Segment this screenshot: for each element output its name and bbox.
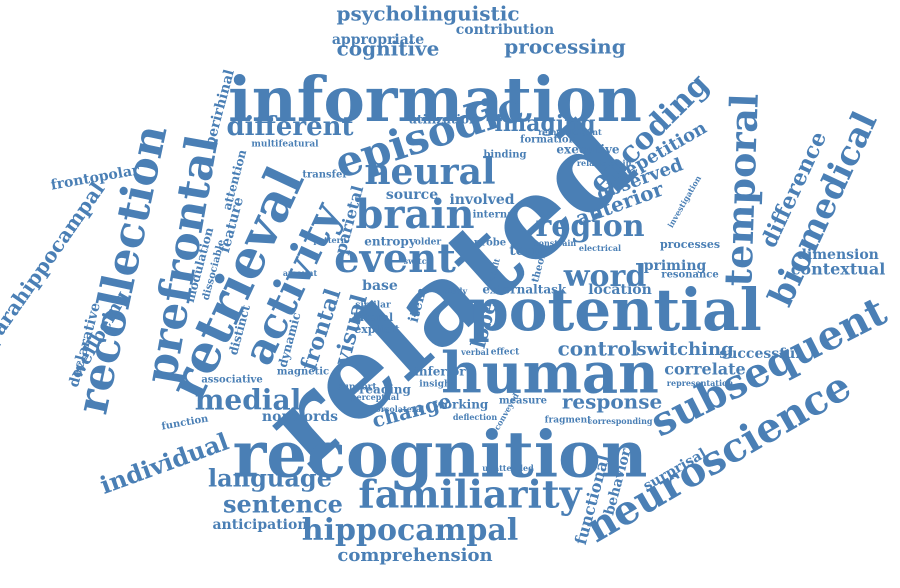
cloud-word-medial: medial	[195, 384, 301, 417]
cloud-word-different: different	[226, 112, 353, 142]
cloud-word-verbal: verbal	[460, 347, 489, 357]
cloud-word-correlate: correlate	[664, 360, 745, 379]
cloud-word-older: older	[415, 238, 441, 248]
cloud-word-hippocampal: hippocampal	[302, 513, 518, 548]
cloud-word-psycholinguistic: psycholinguistic	[336, 2, 519, 26]
cloud-word-magnetic: magnetic	[277, 367, 329, 378]
cloud-word-recognition: recognition	[233, 418, 648, 493]
cloud-word-effect: effect	[491, 348, 520, 358]
cloud-word-internal: internal	[473, 210, 518, 221]
cloud-word-function: function	[161, 413, 210, 432]
cloud-word-perceptual: perceptual	[351, 392, 399, 402]
cloud-word-contribution: contribution	[456, 22, 554, 38]
cloud-word-imaging: imaging	[494, 111, 595, 137]
cloud-word-word: word	[563, 259, 647, 294]
cloud-word-utilization: utilization	[408, 113, 478, 127]
cloud-word-temporal: temporal	[715, 93, 767, 287]
cloud-word-switching: switching	[636, 339, 734, 360]
cloud-word-explicit: explicit	[354, 323, 400, 336]
cloud-word-location: location	[588, 282, 652, 298]
cloud-word-lateral: lateral	[353, 311, 394, 324]
cloud-word-successful: successful	[719, 346, 800, 362]
cloud-word-task: task	[538, 283, 567, 297]
cloud-word-potential: potential	[468, 276, 762, 344]
cloud-word-brain: brain	[355, 191, 474, 238]
cloud-word-constrain: constrain	[534, 238, 577, 248]
cloud-word-transfer: transfer	[302, 170, 348, 181]
cloud-word-involved: involved	[449, 192, 514, 208]
cloud-word-unattended: unattended	[482, 463, 534, 473]
cloud-word-executive: executive	[556, 143, 620, 157]
cloud-word-entropy: entropy	[364, 235, 417, 249]
cloud-word-deflection: deflection	[453, 412, 498, 422]
cloud-word-reinstatement: reinstatement	[538, 127, 602, 137]
cloud-word-insight: insight	[419, 380, 455, 390]
cloud-word-formation: formation	[520, 135, 576, 146]
cloud-word-corresponding: corresponding	[587, 416, 652, 426]
cloud-word-anticipation: anticipation	[212, 517, 307, 533]
cloud-word-pattern: pattern	[313, 235, 346, 245]
cloud-word-contextual: contextual	[791, 260, 886, 279]
cloud-word-relationship: relationship	[577, 158, 632, 168]
cloud-word-probe: probe	[474, 238, 506, 249]
cloud-word-switch: switch	[404, 256, 433, 266]
cloud-word-term: term	[509, 243, 547, 259]
cloud-word-human: human	[441, 341, 659, 407]
cloud-word-resonance: resonance	[661, 270, 718, 281]
cloud-word-multifeatural: multifeatural	[251, 140, 319, 150]
cloud-word-information: information	[228, 63, 642, 136]
cloud-word-familiarity: familiarity	[358, 472, 582, 517]
cloud-word-fragment: fragment	[545, 416, 593, 426]
cloud-word-representation: representation	[667, 378, 734, 388]
cloud-word-cognitive: cognitive	[337, 37, 440, 61]
cloud-word-dimension: dimension	[797, 247, 879, 263]
cloud-word-sentence: sentence	[223, 490, 343, 519]
cloud-word-priming: priming	[644, 258, 707, 274]
cloud-word-investigation: investigation	[665, 174, 703, 230]
cloud-word-response: response	[562, 390, 662, 414]
cloud-word-comprehension: comprehension	[337, 545, 492, 566]
cloud-word-study: study	[443, 286, 468, 296]
cloud-word-reading: reading	[359, 383, 411, 397]
cloud-word-nonwords: nonwords	[262, 409, 338, 425]
cloud-word-electrical: electrical	[579, 243, 621, 253]
cloud-word-control: control	[558, 337, 639, 361]
cloud-word-source: source	[386, 187, 438, 203]
cloud-word-processes: processes	[660, 238, 720, 251]
cloud-word-region: region	[535, 209, 644, 244]
cloud-word-amount: amount	[283, 268, 318, 278]
cloud-word-similar: similar	[355, 301, 391, 311]
cloud-word-working: working	[433, 398, 489, 412]
cloud-word-measure: measure	[499, 396, 547, 407]
cloud-word-dorsolateral: dorsolateral	[370, 404, 424, 414]
cloud-word-language: language	[208, 464, 332, 493]
cloud-word-neural: neural	[364, 151, 495, 193]
cloud-word-associative: associative	[201, 375, 262, 386]
cloud-word-binding: binding	[483, 150, 526, 161]
cloud-word-processing: processing	[504, 35, 625, 59]
cloud-word-support: support	[337, 383, 377, 393]
cloud-word-inferior: inferior	[414, 365, 466, 379]
cloud-word-base: base	[362, 278, 398, 294]
cloud-word-external: external	[482, 283, 538, 297]
cloud-word-appropriate: appropriate	[332, 32, 424, 48]
cloud-word-event: event	[334, 235, 456, 282]
